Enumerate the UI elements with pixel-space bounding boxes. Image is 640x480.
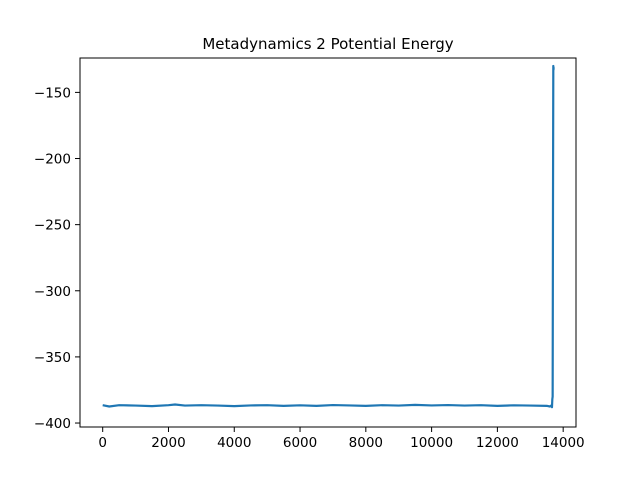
x-tick-label: 6000 [283, 435, 317, 451]
x-tick-label: 0 [98, 435, 107, 451]
x-tick-label: 14000 [542, 435, 585, 451]
y-tick-label: −250 [34, 218, 71, 234]
x-tick-label: 2000 [151, 435, 185, 451]
x-tick-label: 10000 [410, 435, 453, 451]
plot-frame [79, 57, 577, 428]
chart-title: Metadynamics 2 Potential Energy [202, 35, 453, 53]
x-tick-label: 8000 [349, 435, 383, 451]
y-tick-label: −400 [34, 416, 71, 432]
y-tick-label: −200 [34, 152, 71, 168]
series-line-0 [102, 64, 555, 409]
y-tick-label: −150 [34, 85, 71, 101]
y-tick-label: −350 [34, 350, 71, 366]
axes-layer: 0 2000 4000 6000 8000 10000 12000 14000 −150 −200… [34, 57, 585, 451]
y-tick-label: −300 [34, 284, 71, 300]
x-tick-label: 12000 [476, 435, 519, 451]
x-tick-label: 4000 [217, 435, 251, 451]
series-layer [102, 64, 555, 409]
